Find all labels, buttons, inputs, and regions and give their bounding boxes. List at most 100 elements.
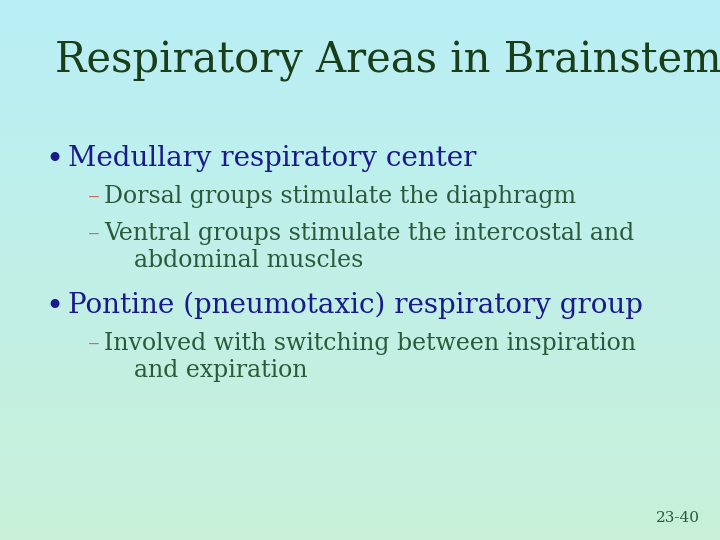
Bar — [0, 119, 720, 122]
Bar — [0, 383, 720, 386]
Bar — [0, 54, 720, 57]
Bar — [0, 227, 720, 229]
Bar — [0, 138, 720, 140]
Bar — [0, 319, 720, 321]
Bar — [0, 38, 720, 40]
Bar — [0, 170, 720, 173]
Bar — [0, 232, 720, 235]
Bar — [0, 240, 720, 243]
Bar — [0, 327, 720, 329]
Bar — [0, 502, 720, 505]
Text: Involved with switching between inspiration
    and expiration: Involved with switching between inspirat… — [104, 332, 636, 382]
Bar — [0, 19, 720, 22]
Bar — [0, 437, 720, 440]
Bar — [0, 402, 720, 405]
Text: Respiratory Areas in Brainstem: Respiratory Areas in Brainstem — [55, 40, 720, 82]
Bar — [0, 346, 720, 348]
Bar — [0, 143, 720, 146]
Bar — [0, 108, 720, 111]
Bar — [0, 451, 720, 454]
Bar — [0, 57, 720, 59]
Bar — [0, 418, 720, 421]
Bar — [0, 103, 720, 105]
Bar — [0, 122, 720, 124]
Bar — [0, 524, 720, 526]
Text: 23-40: 23-40 — [656, 511, 700, 525]
Bar — [0, 338, 720, 340]
Bar — [0, 213, 720, 216]
Bar — [0, 178, 720, 181]
Bar — [0, 329, 720, 332]
Bar — [0, 265, 720, 267]
Bar — [0, 111, 720, 113]
Bar — [0, 146, 720, 148]
Bar — [0, 224, 720, 227]
Bar — [0, 284, 720, 286]
Bar — [0, 497, 720, 500]
Bar — [0, 475, 720, 478]
Bar — [0, 394, 720, 397]
Bar — [0, 116, 720, 119]
Bar — [0, 230, 720, 232]
Bar — [0, 300, 720, 302]
Bar — [0, 470, 720, 472]
Bar — [0, 173, 720, 176]
Bar — [0, 76, 720, 78]
Bar — [0, 518, 720, 521]
Bar — [0, 481, 720, 483]
Bar — [0, 294, 720, 297]
Bar — [0, 462, 720, 464]
Bar — [0, 167, 720, 170]
Bar — [0, 316, 720, 319]
Bar — [0, 127, 720, 130]
Bar — [0, 14, 720, 16]
Bar — [0, 221, 720, 224]
Bar — [0, 130, 720, 132]
Bar — [0, 40, 720, 43]
Bar — [0, 254, 720, 256]
Bar — [0, 397, 720, 400]
Bar — [0, 513, 720, 516]
Bar — [0, 68, 720, 70]
Bar — [0, 297, 720, 300]
Bar — [0, 32, 720, 35]
Bar — [0, 46, 720, 49]
Bar — [0, 351, 720, 354]
Bar — [0, 432, 720, 435]
Bar — [0, 159, 720, 162]
Bar — [0, 392, 720, 394]
Bar — [0, 313, 720, 316]
Bar — [0, 370, 720, 373]
Bar — [0, 535, 720, 537]
Bar — [0, 78, 720, 81]
Bar — [0, 246, 720, 248]
Bar — [0, 216, 720, 219]
Bar — [0, 521, 720, 524]
Text: •: • — [45, 292, 63, 323]
Bar — [0, 219, 720, 221]
Bar — [0, 22, 720, 24]
Bar — [0, 270, 720, 273]
Bar — [0, 356, 720, 359]
Bar — [0, 381, 720, 383]
Bar — [0, 532, 720, 535]
Text: –: – — [88, 185, 107, 208]
Text: Ventral groups stimulate the intercostal and
    abdominal muscles: Ventral groups stimulate the intercostal… — [104, 222, 634, 272]
Bar — [0, 5, 720, 8]
Bar — [0, 157, 720, 159]
Bar — [0, 238, 720, 240]
Bar — [0, 186, 720, 189]
Bar — [0, 184, 720, 186]
Text: Pontine (pneumotaxic) respiratory group: Pontine (pneumotaxic) respiratory group — [68, 292, 643, 319]
Bar — [0, 49, 720, 51]
Bar — [0, 446, 720, 448]
Bar — [0, 378, 720, 381]
Bar — [0, 62, 720, 65]
Bar — [0, 267, 720, 270]
Bar — [0, 35, 720, 38]
Bar — [0, 416, 720, 418]
Bar — [0, 97, 720, 100]
Bar — [0, 162, 720, 165]
Bar — [0, 292, 720, 294]
Bar — [0, 440, 720, 443]
